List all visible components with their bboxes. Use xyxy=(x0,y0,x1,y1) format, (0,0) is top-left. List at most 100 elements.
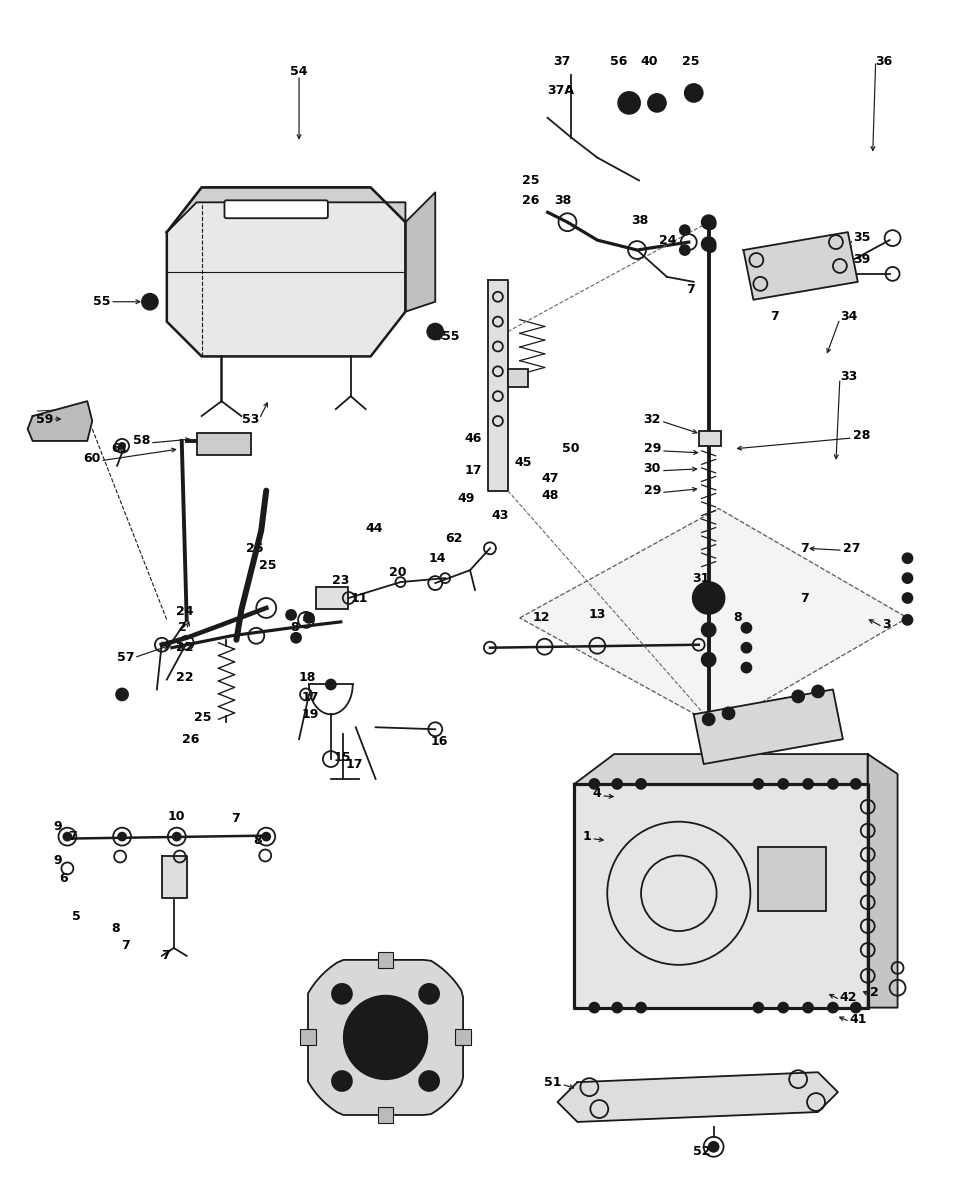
Text: 29: 29 xyxy=(643,484,661,497)
Text: 51: 51 xyxy=(544,1076,561,1089)
Text: 25: 25 xyxy=(259,559,276,572)
Text: 55: 55 xyxy=(443,330,460,344)
Circle shape xyxy=(612,1003,622,1013)
Polygon shape xyxy=(166,188,405,232)
Text: 45: 45 xyxy=(514,456,532,469)
Text: 4: 4 xyxy=(593,788,601,801)
Polygon shape xyxy=(694,689,843,764)
Text: 5: 5 xyxy=(72,910,80,923)
Text: 1: 1 xyxy=(582,830,592,843)
Circle shape xyxy=(427,323,444,340)
Polygon shape xyxy=(868,754,898,1008)
Circle shape xyxy=(119,833,126,840)
Circle shape xyxy=(742,643,751,652)
Circle shape xyxy=(344,996,427,1080)
Circle shape xyxy=(262,833,271,840)
Text: 14: 14 xyxy=(428,552,445,565)
Circle shape xyxy=(304,613,314,622)
Text: 49: 49 xyxy=(458,492,475,505)
Text: 20: 20 xyxy=(388,566,406,578)
Circle shape xyxy=(589,1003,599,1013)
Text: 24: 24 xyxy=(659,233,677,247)
Circle shape xyxy=(291,633,301,643)
Circle shape xyxy=(63,833,72,840)
Text: 22: 22 xyxy=(176,642,194,655)
Circle shape xyxy=(803,779,813,789)
Text: 28: 28 xyxy=(853,430,870,443)
Text: 57: 57 xyxy=(117,651,134,664)
Circle shape xyxy=(723,707,734,719)
Bar xyxy=(455,1029,471,1045)
Bar xyxy=(197,433,251,455)
Text: 10: 10 xyxy=(168,810,185,824)
Bar xyxy=(378,1107,394,1123)
Text: 60: 60 xyxy=(83,452,100,466)
Bar xyxy=(300,1029,315,1045)
Text: 9: 9 xyxy=(54,820,62,833)
Bar xyxy=(508,370,528,388)
Text: 25: 25 xyxy=(194,711,211,724)
Circle shape xyxy=(778,1003,788,1013)
Text: 23: 23 xyxy=(332,573,350,587)
Circle shape xyxy=(589,779,599,789)
Polygon shape xyxy=(405,193,435,311)
Text: 9: 9 xyxy=(54,853,62,867)
Text: 48: 48 xyxy=(542,490,559,502)
Text: 39: 39 xyxy=(853,254,870,267)
Circle shape xyxy=(703,713,715,725)
Circle shape xyxy=(173,833,181,840)
FancyBboxPatch shape xyxy=(225,200,328,218)
Text: 50: 50 xyxy=(561,443,579,455)
Text: 26: 26 xyxy=(522,194,539,207)
Circle shape xyxy=(326,680,336,689)
Polygon shape xyxy=(488,280,508,491)
Text: 46: 46 xyxy=(465,432,482,445)
Circle shape xyxy=(619,92,641,114)
Circle shape xyxy=(419,1071,439,1090)
Text: 59: 59 xyxy=(35,413,54,426)
Polygon shape xyxy=(28,401,93,440)
Text: 42: 42 xyxy=(840,991,858,1004)
Circle shape xyxy=(680,225,690,235)
Circle shape xyxy=(120,443,125,449)
Circle shape xyxy=(116,688,128,700)
Text: 11: 11 xyxy=(351,591,368,604)
Text: 34: 34 xyxy=(840,310,858,323)
Text: 7: 7 xyxy=(121,940,130,953)
Circle shape xyxy=(828,779,837,789)
Text: 8: 8 xyxy=(733,612,742,625)
Polygon shape xyxy=(575,784,868,1008)
Text: 37: 37 xyxy=(553,55,570,68)
Bar xyxy=(758,846,826,911)
Circle shape xyxy=(702,622,716,637)
Circle shape xyxy=(753,779,763,789)
Text: 17: 17 xyxy=(465,464,482,478)
Circle shape xyxy=(803,1003,813,1013)
Circle shape xyxy=(902,573,912,583)
Text: 8: 8 xyxy=(253,834,262,847)
Text: 44: 44 xyxy=(365,522,382,535)
Circle shape xyxy=(812,686,824,698)
Text: 7: 7 xyxy=(230,813,239,825)
Circle shape xyxy=(902,615,912,625)
Circle shape xyxy=(851,1003,860,1013)
Text: 29: 29 xyxy=(643,443,661,455)
Text: 26: 26 xyxy=(183,733,200,746)
Text: 62: 62 xyxy=(445,531,463,545)
Text: 16: 16 xyxy=(430,735,447,748)
Text: 24: 24 xyxy=(176,606,194,619)
Circle shape xyxy=(332,1071,352,1090)
Circle shape xyxy=(636,779,646,789)
Text: 18: 18 xyxy=(298,672,315,683)
Text: 61: 61 xyxy=(112,443,129,455)
Text: 7: 7 xyxy=(771,310,779,323)
Text: 7: 7 xyxy=(800,591,809,604)
Text: 19: 19 xyxy=(301,707,319,721)
Text: 3: 3 xyxy=(882,619,891,631)
Text: 32: 32 xyxy=(643,413,661,426)
Text: 6: 6 xyxy=(58,871,68,885)
Text: 25: 25 xyxy=(682,55,700,68)
Circle shape xyxy=(636,1003,646,1013)
Text: 40: 40 xyxy=(641,55,658,68)
Text: 36: 36 xyxy=(876,55,893,68)
